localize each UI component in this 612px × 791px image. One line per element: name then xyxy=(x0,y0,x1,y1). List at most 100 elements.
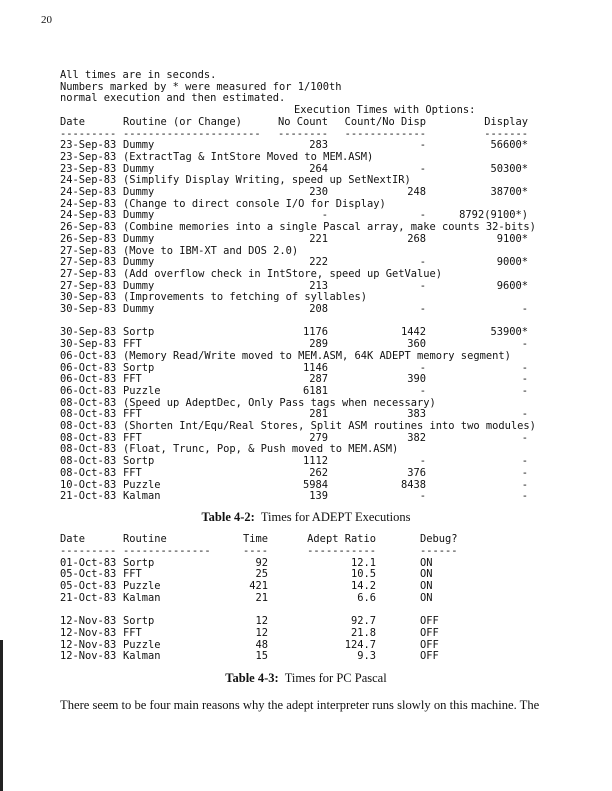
cell-display: 53900* xyxy=(490,326,528,339)
cell-count-no-disp: 8438 xyxy=(400,478,426,491)
cell-adept-ratio: 6.6 xyxy=(357,591,376,604)
cell-count-no-disp: - xyxy=(419,455,426,468)
cell-date: 23-Sep-83 xyxy=(60,150,117,163)
cell-routine: Dummy xyxy=(123,256,155,269)
table-row: 12-Nov-83 Puzzle 48 124.7 OFF xyxy=(0,638,612,652)
cell-routine: Sortp xyxy=(123,615,155,628)
cell-debug: ON xyxy=(420,556,433,569)
cell-debug: ON xyxy=(420,580,433,592)
cell-count-no-disp: - xyxy=(419,384,426,397)
table-row: 08-Oct-83 Sortp 1112 - - xyxy=(0,455,612,468)
col-count-no-disp: ------------- xyxy=(344,127,426,140)
change-row: 27-Sep-83 (Move to IBM-XT and DOS 2.0) xyxy=(0,244,612,258)
change-row: 08-Oct-83 (Float, Trunc, Pop, & Push move… xyxy=(0,444,612,456)
cell-no-count: 6181 xyxy=(302,384,328,397)
cell-date: 05-Oct-83 xyxy=(60,568,117,581)
caption-label: Table 4-3: xyxy=(225,671,279,685)
cell-date: 27-Sep-83 xyxy=(60,279,117,292)
cell-date: 24-Sep-83 xyxy=(60,197,117,210)
cell-no-count: 5984 xyxy=(302,478,328,491)
cell-adept-ratio: 12.1 xyxy=(350,556,376,569)
table-row: 06-Oct-83 Puzzle 6181 - - xyxy=(0,384,612,398)
cell-date: 06-Oct-83 xyxy=(60,373,117,386)
table-row: 26-Sep-83 Dummy 221 268 9100* xyxy=(0,232,612,246)
cell-change: (Combine memories into a single Pascal a… xyxy=(123,221,536,234)
cell-display: - xyxy=(521,384,528,397)
cell-change: (Move to IBM-XT and DOS 2.0) xyxy=(123,244,299,257)
change-row: 24-Sep-83 (Change to direct console I/O f… xyxy=(0,197,612,211)
cell-display: - xyxy=(521,373,528,386)
cell-routine: FFT xyxy=(123,626,142,639)
cell-routine: Dummy xyxy=(123,186,155,198)
cell-change: (Float, Trunc, Pop, & Push moved to MEM.… xyxy=(123,443,399,456)
table-row: 06-Oct-83 Sortp 1146 - - xyxy=(0,361,612,375)
cell-count-no-disp: - xyxy=(419,209,426,222)
cell-routine: Dummy xyxy=(123,303,155,315)
cell-adept-ratio: 124.7 xyxy=(344,638,376,651)
table-4-3-caption: Table 4-3: Times for PC Pascal xyxy=(0,671,612,686)
cell-count-no-disp: 248 xyxy=(407,186,426,198)
cell-time: 92 xyxy=(255,556,268,569)
cell-date: 12-Nov-83 xyxy=(60,615,117,628)
caption-label: Table 4-2: xyxy=(201,510,255,524)
note-line: normal execution and then estimated. xyxy=(0,93,612,105)
page-number: 20 xyxy=(41,14,52,26)
note-text: Numbers marked by * were measured for 1/… xyxy=(60,80,342,93)
cell-adept-ratio: 21.8 xyxy=(350,626,376,639)
cell-no-count: 1176 xyxy=(302,326,328,339)
cell-no-count: 287 xyxy=(309,373,328,386)
scan-edge xyxy=(0,640,3,791)
cell-display: 9600* xyxy=(496,279,528,292)
col-routine: Routine xyxy=(123,533,167,546)
cell-date: 06-Oct-83 xyxy=(60,384,117,397)
change-row: 30-Sep-83 (Improvements to fetching of sy… xyxy=(0,292,612,304)
table-row: 12-Nov-83 Kalman 15 9.3 OFF xyxy=(0,650,612,663)
cell-change: (Change to direct console I/O for Displa… xyxy=(123,197,386,210)
cell-date: 26-Sep-83 xyxy=(60,232,117,245)
cell-routine: Kalman xyxy=(123,490,161,503)
cell-debug: OFF xyxy=(420,638,439,651)
cell-date: 08-Oct-83 xyxy=(60,408,117,421)
cell-routine: FFT xyxy=(123,466,142,479)
cell-debug: ON xyxy=(420,591,433,604)
cell-routine: Sortp xyxy=(123,455,155,468)
cell-date: 30-Sep-83 xyxy=(60,326,117,339)
cell-time: 15 xyxy=(255,650,268,663)
cell-date: 27-Sep-83 xyxy=(60,267,117,280)
cell-date: 08-Oct-83 xyxy=(60,420,117,432)
caption-text: Times for ADEPT Executions xyxy=(260,510,411,524)
cell-date: 30-Sep-83 xyxy=(60,291,117,304)
cell-display: 38700* xyxy=(490,186,528,198)
cell-count-no-disp: - xyxy=(419,162,426,175)
cell-routine: Puzzle xyxy=(123,478,161,491)
col-debug: ------ xyxy=(420,544,458,557)
cell-date: 26-Sep-83 xyxy=(60,221,117,234)
table-row: 08-Oct-83 FFT 281 383 - xyxy=(0,409,612,421)
cell-display: 56600* xyxy=(490,139,528,152)
table-row: 08-Oct-83 FFT 262 376 - xyxy=(0,466,612,480)
cell-no-count: 1146 xyxy=(302,361,328,374)
note-line: All times are in seconds. xyxy=(0,69,612,82)
cell-change: (Improvements to fetching of syllables) xyxy=(123,291,367,304)
cell-routine: FFT xyxy=(123,373,142,386)
table-row: 27-Sep-83 Dummy 213 - 9600* xyxy=(0,279,612,293)
note-text: normal execution and then estimated. xyxy=(60,92,286,105)
cell-date: 08-Oct-83 xyxy=(60,396,117,409)
cell-routine: Dummy xyxy=(123,162,155,175)
table-row: 06-Oct-83 FFT 287 390 - xyxy=(0,373,612,386)
change-row: 23-Sep-83 (ExtractTag & IntStore Moved to… xyxy=(0,150,612,164)
col-date: --------- xyxy=(60,544,117,557)
note-line: Numbers marked by * were measured for 1/… xyxy=(0,80,612,94)
cell-date: 24-Sep-83 xyxy=(60,174,117,187)
cell-date: 12-Nov-83 xyxy=(60,626,117,639)
cell-display: - xyxy=(521,408,528,421)
table-row: 27-Sep-83 Dummy 222 - 9000* xyxy=(0,256,612,269)
table-header-row: Date Routine Time Adept Ratio Debug? xyxy=(0,533,612,546)
cell-date: 21-Oct-83 xyxy=(60,490,117,503)
cell-display: - xyxy=(521,455,528,468)
cell-date: 06-Oct-83 xyxy=(60,349,117,362)
cell-no-count: 289 xyxy=(309,338,328,351)
cell-routine: Puzzle xyxy=(123,580,161,592)
table-row: 05-Oct-83 FFT 25 10.5 ON xyxy=(0,569,612,581)
cell-debug: OFF xyxy=(420,615,439,628)
